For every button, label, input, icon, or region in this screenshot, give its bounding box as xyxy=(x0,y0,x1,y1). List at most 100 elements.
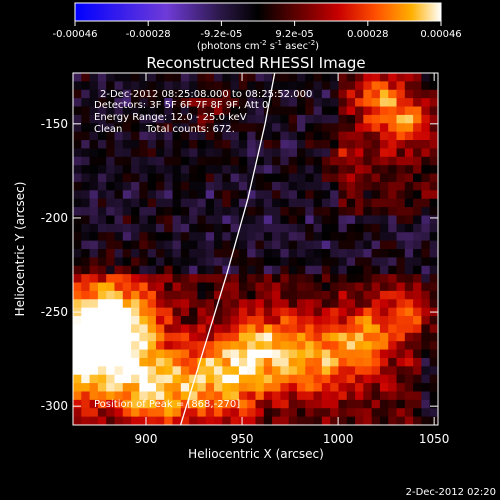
heatmap-cell xyxy=(139,274,149,284)
heatmap-cell xyxy=(73,290,82,300)
heatmap-cell xyxy=(321,198,331,208)
heatmap-cell xyxy=(404,106,414,116)
heatmap-cell xyxy=(280,265,290,275)
heatmap-cell xyxy=(147,374,157,384)
heatmap-cell xyxy=(338,240,348,250)
heatmap-cell xyxy=(81,324,91,334)
heatmap-cell xyxy=(131,299,140,309)
x-tick-label: 900 xyxy=(135,432,158,446)
heatmap-cell xyxy=(288,215,298,225)
heatmap-cell xyxy=(288,391,298,401)
heatmap-cell xyxy=(164,307,174,317)
heatmap-cell xyxy=(238,399,248,409)
heatmap-cell xyxy=(189,257,199,267)
heatmap-cell xyxy=(371,316,381,326)
heatmap-cell xyxy=(272,249,281,258)
heatmap-cell xyxy=(263,181,273,191)
heatmap-cell xyxy=(296,89,306,99)
heatmap-cell xyxy=(338,265,348,275)
heatmap-cell xyxy=(263,357,273,367)
heatmap-cell xyxy=(81,106,91,116)
heatmap-cell xyxy=(197,114,207,124)
heatmap-cell xyxy=(272,73,281,82)
heatmap-cell xyxy=(346,274,356,284)
heatmap-cell xyxy=(155,223,165,233)
heatmap-cell xyxy=(189,123,199,133)
heatmap-cell xyxy=(404,207,414,217)
colorbar-tick-label: -9.2e-05 xyxy=(200,29,242,40)
heatmap-cell xyxy=(346,366,356,376)
heatmap-cell xyxy=(155,341,165,351)
heatmap-cell xyxy=(205,106,215,116)
heatmap-cell xyxy=(172,114,182,124)
heatmap-cell xyxy=(89,265,99,275)
heatmap-cell xyxy=(338,232,348,242)
heatmap-cell xyxy=(429,198,438,208)
heatmap-cell xyxy=(73,332,82,342)
heatmap-cell xyxy=(164,299,174,309)
heatmap-cell xyxy=(388,198,398,208)
heatmap-cell xyxy=(164,274,174,284)
heatmap-cell xyxy=(429,324,438,334)
heatmap-cell xyxy=(164,89,174,99)
heatmap-cell xyxy=(379,148,389,158)
heatmap-cell xyxy=(106,265,116,275)
heatmap-cell xyxy=(222,290,232,300)
heatmap-cell xyxy=(330,131,340,141)
heatmap-cell xyxy=(429,106,438,116)
heatmap-cell xyxy=(73,408,82,418)
heatmap-cell xyxy=(222,215,232,225)
heatmap-cell xyxy=(338,223,348,233)
heatmap-cell xyxy=(114,198,124,208)
heatmap-cell xyxy=(413,81,423,91)
heatmap-cell xyxy=(247,282,257,292)
heatmap-cell xyxy=(122,316,132,326)
heatmap-cell xyxy=(180,123,190,133)
heatmap-cell xyxy=(147,299,157,309)
heatmap-cell xyxy=(214,106,223,116)
heatmap-cell xyxy=(371,391,381,401)
heatmap-cell xyxy=(238,148,248,158)
heatmap-cell xyxy=(139,207,149,217)
heatmap-cell xyxy=(421,232,431,242)
heatmap-cell xyxy=(396,366,406,376)
heatmap-cell xyxy=(363,123,373,133)
heatmap-cell xyxy=(429,349,438,359)
heatmap-cell xyxy=(247,98,257,108)
heatmap-cell xyxy=(172,240,182,250)
heatmap-cell xyxy=(363,332,373,342)
heatmap-cell xyxy=(230,383,240,393)
heatmap-cell xyxy=(106,316,116,326)
heatmap-cell xyxy=(122,324,132,334)
heatmap-cell xyxy=(305,240,315,250)
heatmap-cell xyxy=(114,131,124,141)
heatmap-cell xyxy=(355,399,364,409)
heatmap-cell xyxy=(230,207,240,217)
heatmap-cell xyxy=(147,215,157,225)
heatmap-cell xyxy=(180,181,190,191)
heatmap-cell xyxy=(89,391,99,401)
heatmap-cell xyxy=(197,173,207,183)
heatmap-cell xyxy=(263,408,273,418)
heatmap-cell xyxy=(272,307,281,317)
heatmap-cell xyxy=(155,290,165,300)
heatmap-cell xyxy=(255,299,265,309)
heatmap-cell xyxy=(247,190,257,200)
heatmap-cell xyxy=(197,416,207,425)
heatmap-cell xyxy=(421,98,431,108)
heatmap-cell xyxy=(296,207,306,217)
heatmap-cell xyxy=(404,383,414,393)
heatmap-cell xyxy=(164,265,174,275)
heatmap-cell xyxy=(238,114,248,124)
heatmap-cell xyxy=(255,357,265,367)
heatmap-cell xyxy=(230,165,240,175)
heatmap-cell xyxy=(81,391,91,401)
heatmap-cell xyxy=(97,316,107,326)
heatmap-cell xyxy=(263,383,273,393)
heatmap-cell xyxy=(139,215,149,225)
heatmap-cell xyxy=(205,89,215,99)
heatmap-cell xyxy=(288,341,298,351)
heatmap-cell xyxy=(396,140,406,150)
heatmap-cell xyxy=(155,232,165,242)
heatmap-cell xyxy=(321,366,331,376)
